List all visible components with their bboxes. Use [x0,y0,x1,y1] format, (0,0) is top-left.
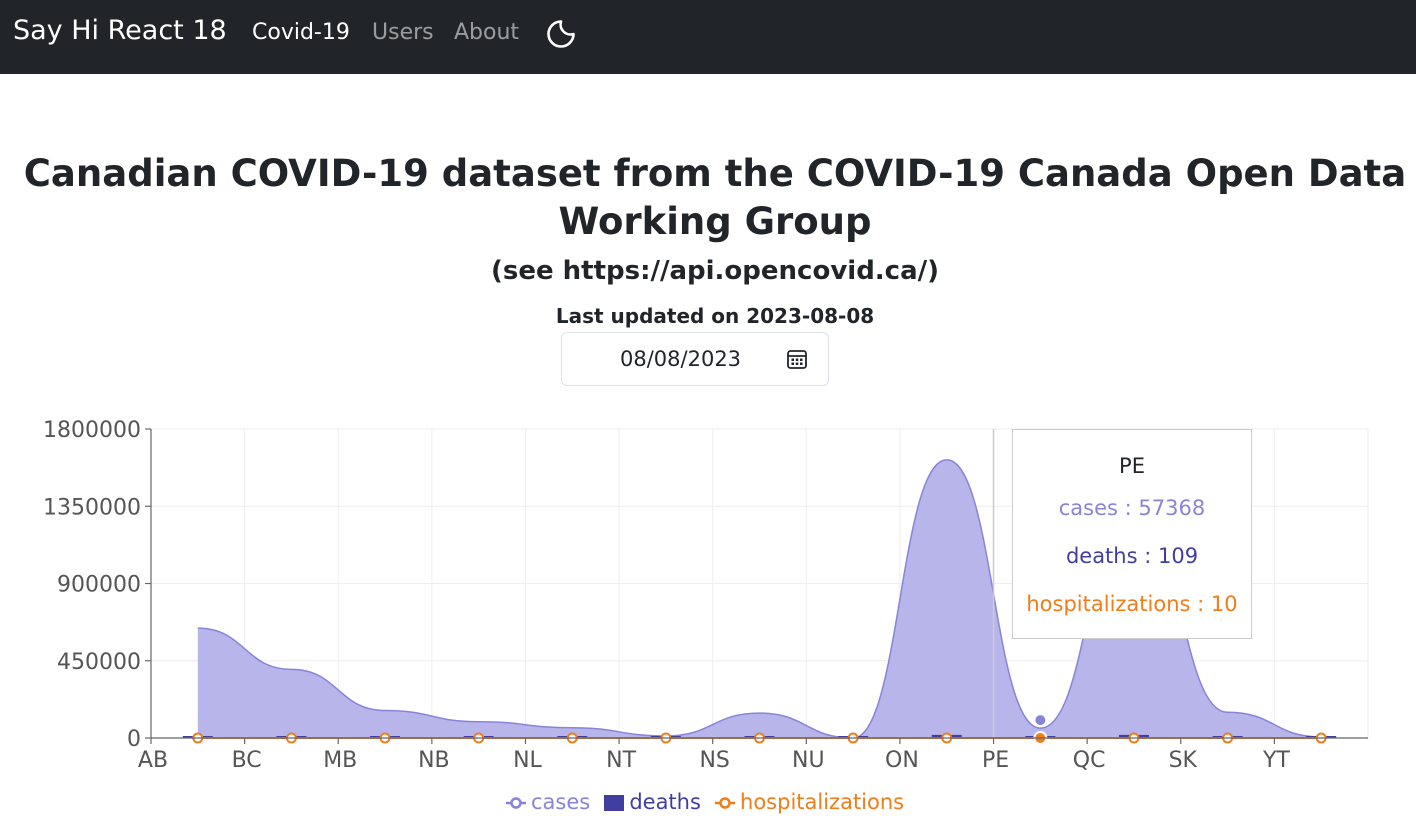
chart-tooltip: PE cases : 57368 deaths : 109 hospitaliz… [1012,429,1252,639]
legend-line-dot-icon [715,797,736,809]
x-tick-label: NB [418,748,450,773]
brand-link[interactable]: Say Hi React 18 [13,15,227,46]
tooltip-label: PE [1119,454,1145,478]
last-updated-label: Last updated on 2023-08-08 [555,304,875,328]
nav-link-covid[interactable]: Covid-19 [252,20,350,45]
x-tick-label: NU [792,748,825,773]
active-point-cases [1033,713,1048,728]
nav-link-about[interactable]: About [454,20,520,45]
moon-icon [547,20,575,48]
legend-label: hospitalizations [740,790,905,814]
x-tick-label: NS [699,748,729,773]
x-tick-label: NL [513,748,542,773]
legend-item-deaths[interactable]: deaths [603,790,701,814]
y-tick-label: 1350000 [43,495,141,520]
x-tick-label: NT [606,748,636,773]
y-tick-label: 450000 [57,650,141,675]
legend-item-hospitalizations[interactable]: hospitalizations [714,790,904,814]
x-tick-label: SK [1169,748,1198,773]
tooltip-deaths: deaths : 109 [1065,544,1199,568]
tooltip-cases: cases : 57368 [1058,496,1206,520]
y-tick-label: 900000 [57,573,141,598]
y-tick-label: 0 [127,727,141,752]
top-navbar: Say Hi React 18 Covid-19 Users About [0,0,1416,74]
x-tick-label: AB [138,748,168,773]
x-tick-label: YT [1262,748,1290,773]
x-tick-label: QC [1073,748,1106,773]
legend-line-dot-icon [506,797,526,809]
theme-toggle-button[interactable] [545,18,577,50]
date-picker-input[interactable]: 08/08/2023 [561,332,829,386]
legend-square-icon [604,795,625,811]
legend-item-cases[interactable]: cases [505,790,590,814]
page-title: Canadian COVID-19 dataset from the COVID… [23,152,1407,243]
legend-label: cases [531,790,591,814]
nav-link-users[interactable]: Users [372,20,434,45]
x-tick-label: PE [982,748,1009,773]
tooltip-hospitalizations: hospitalizations : 10 [1026,592,1238,616]
page-subtitle: (see https://api.opencovid.ca/) [490,256,940,286]
y-tick-label: 1800000 [43,418,141,443]
x-tick-label: ON [885,748,919,773]
legend-label: deaths [629,790,701,814]
calendar-icon[interactable] [786,348,808,370]
x-tick-label: MB [323,748,357,773]
date-value: 08/08/2023 [620,347,742,371]
chart-legend: cases deaths hospitalizations [505,790,912,818]
x-tick-label: BC [232,748,262,773]
